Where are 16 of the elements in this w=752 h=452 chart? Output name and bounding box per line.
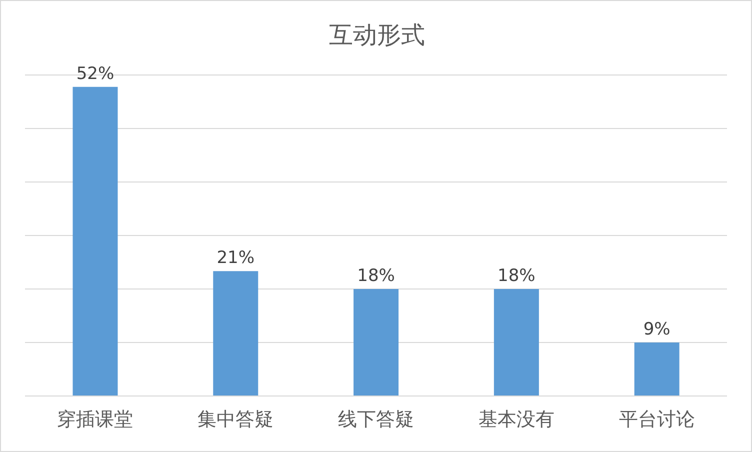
x-tick-label: 线下答疑 [338, 408, 414, 430]
x-tick-label: 平台讨论 [618, 408, 695, 430]
x-tick-label: 穿插课堂 [57, 408, 134, 430]
data-label: 9% [643, 320, 670, 340]
bar [213, 271, 258, 396]
bar [634, 342, 680, 396]
data-label: 18% [357, 266, 395, 286]
bar [72, 86, 118, 396]
bar [354, 289, 399, 396]
bar [494, 289, 539, 396]
chart-title: 互动形式 [328, 20, 426, 51]
data-label: 52% [76, 64, 114, 84]
data-label: 18% [498, 266, 536, 286]
x-tick-label: 集中答疑 [198, 408, 274, 430]
x-tick-label: 基本没有 [478, 408, 554, 430]
data-label: 21% [216, 248, 255, 268]
